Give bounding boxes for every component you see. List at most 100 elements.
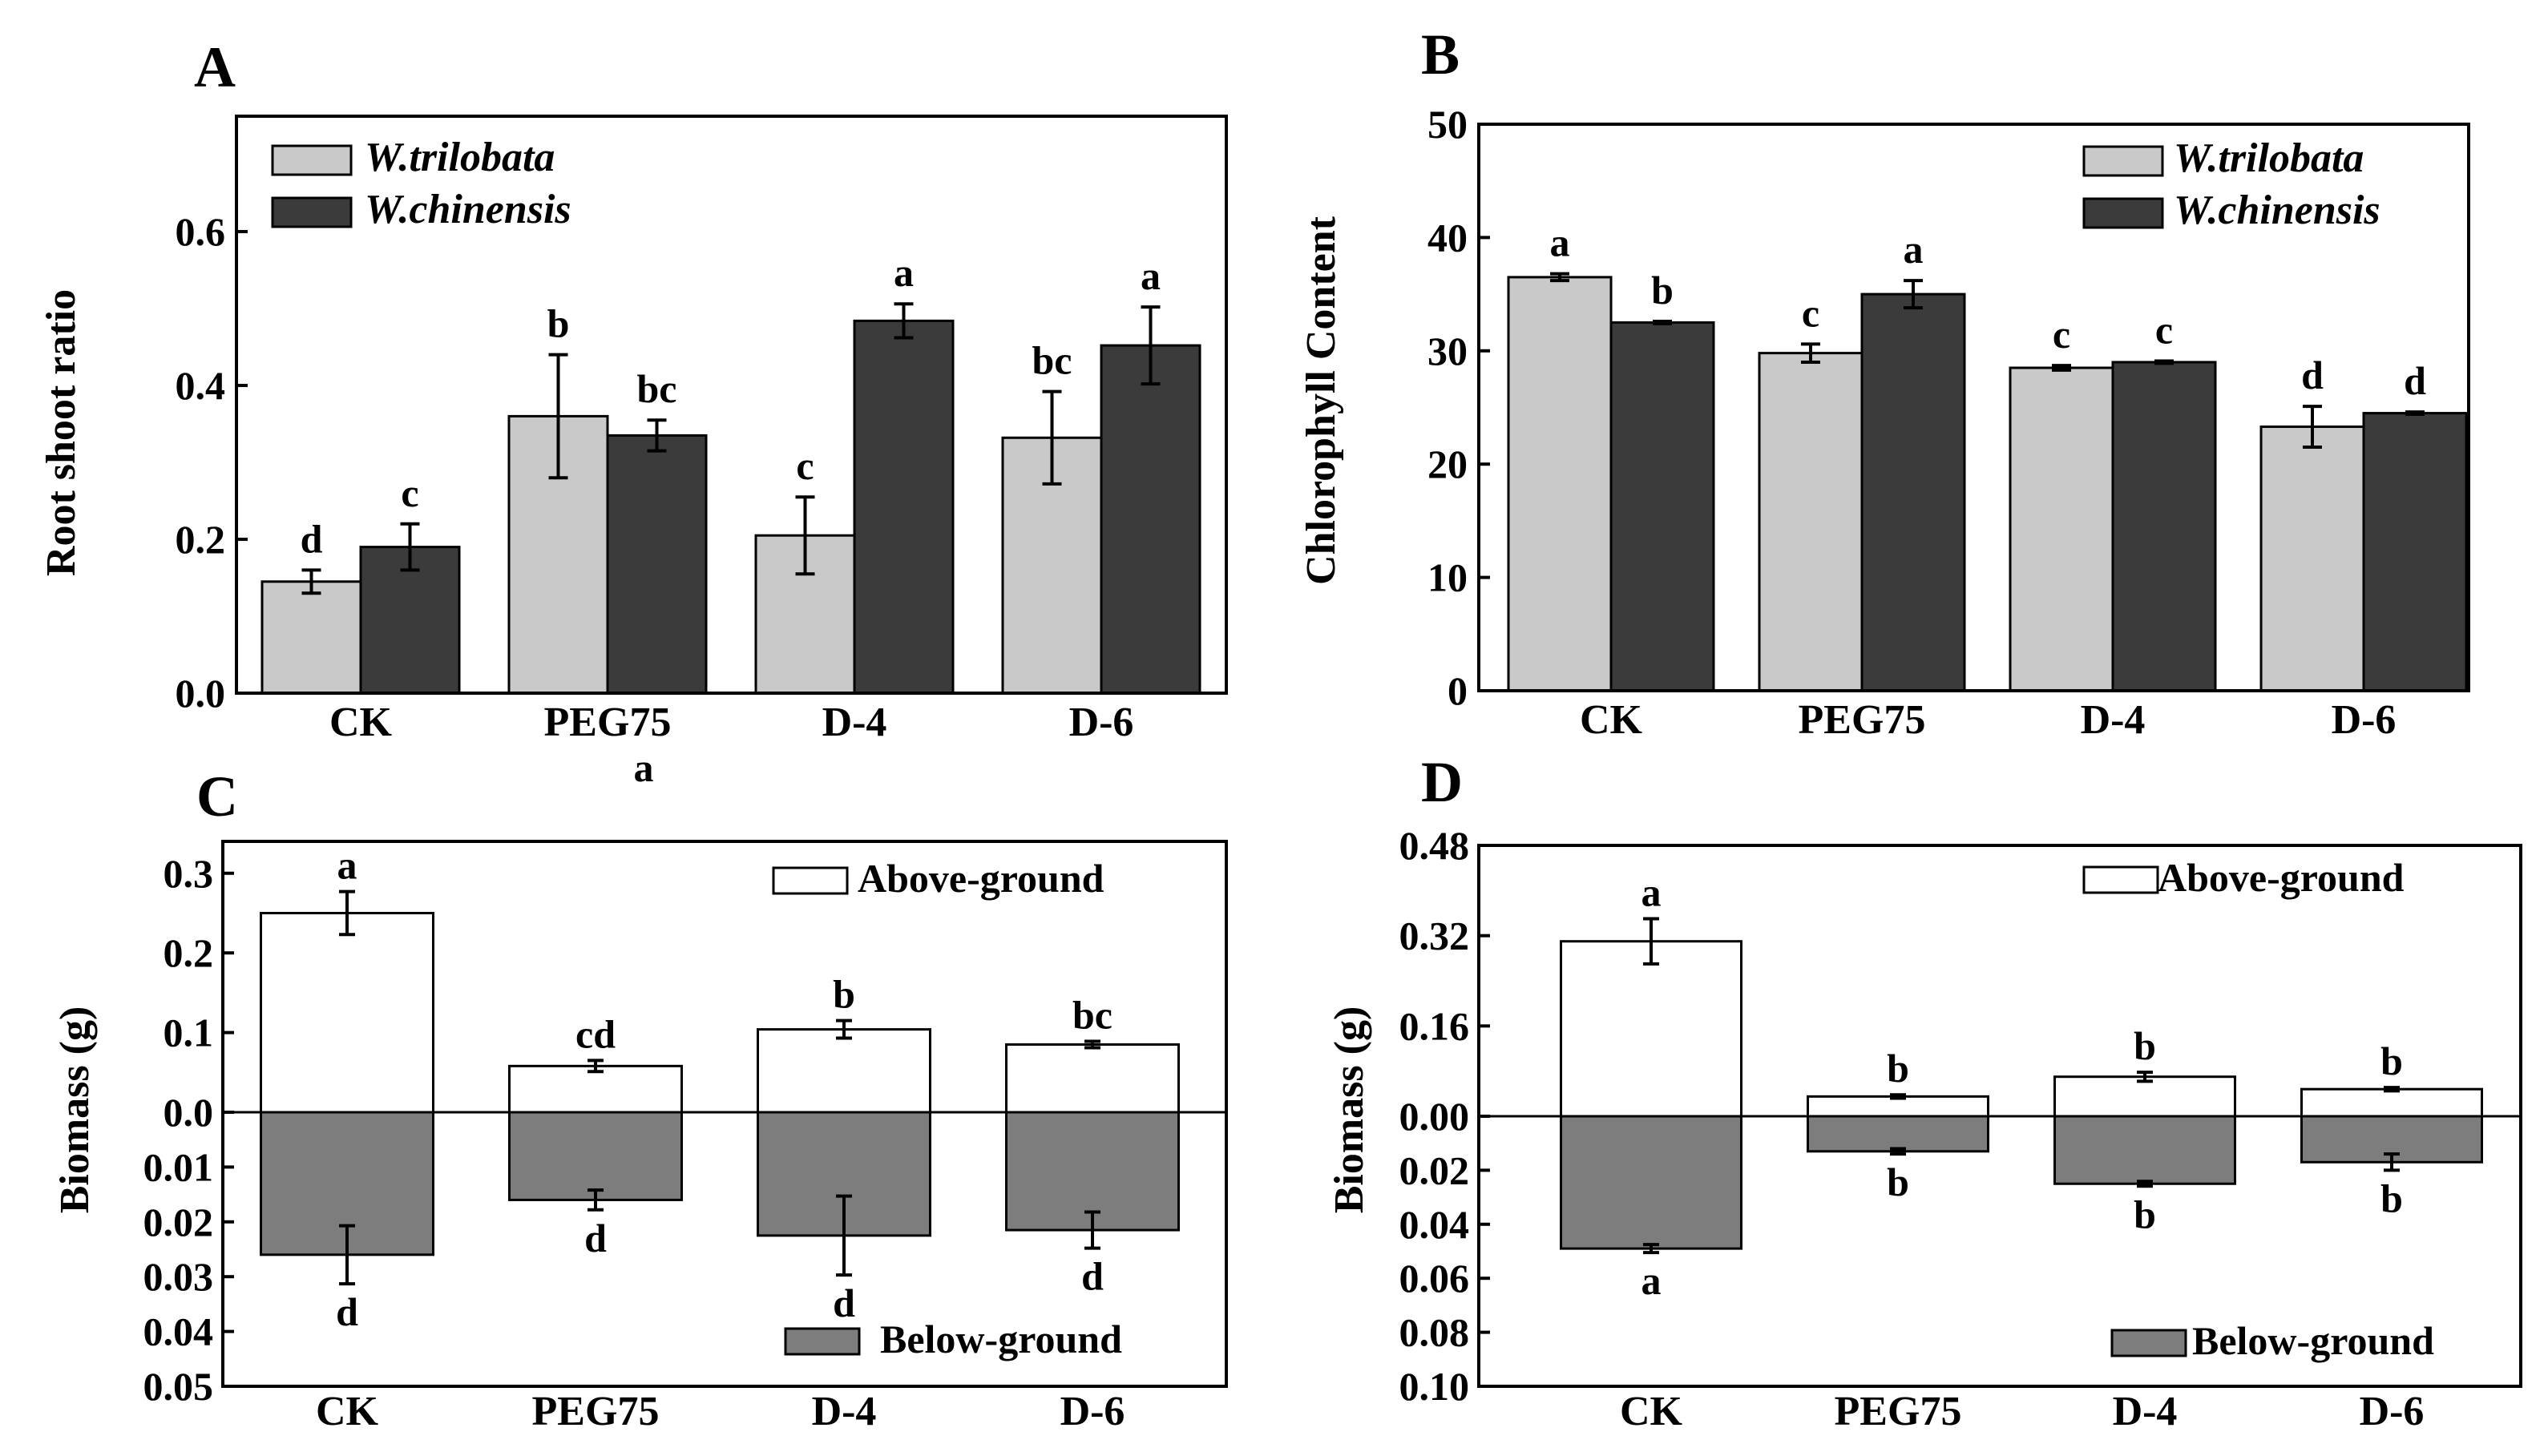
panel-c-plot: 0.0 0.1 0.2 0.3 0.01 0.02 0.03 0.04 0.05 CK a d PEG7… xyxy=(143,843,1226,1434)
legend-label-above-d: Above-ground xyxy=(2158,855,2405,900)
y-tick-label: 0 xyxy=(1448,668,1468,713)
significance-letter: b xyxy=(2380,1176,2403,1220)
y-tick-label: 0.3 xyxy=(164,851,214,896)
bar-w-chinensis xyxy=(606,434,708,695)
panel-b: B Chlorophyll Content 0 10 20 30 40 50 CK a b PEG… xyxy=(1298,22,2470,743)
panel-d-ylabel: Biomass (g) xyxy=(1326,1006,1372,1214)
panel-c: C Biomass (g) 0.00.10.20.30.010.020.030.… xyxy=(52,764,1228,1434)
y-tick-label: 0.1 xyxy=(164,1010,214,1055)
y-tick-label: 0.00 xyxy=(1399,1094,1470,1139)
significance-letter: a xyxy=(1904,227,1924,272)
y-tick-label: 0.06 xyxy=(1399,1256,1470,1301)
significance-letter: a xyxy=(1550,220,1570,265)
x-tick-label: CK xyxy=(316,1389,379,1434)
y-tick-label: 30 xyxy=(1427,329,1468,373)
bar-below-ground xyxy=(2053,1115,2236,1185)
significance-letter: a xyxy=(337,843,357,888)
panel-c-title: C xyxy=(196,764,238,829)
legend-swatch-trilobata-b xyxy=(2082,145,2164,177)
significance-letter: c xyxy=(1802,290,1819,335)
significance-letter: b xyxy=(547,301,570,346)
significance-letter: bc xyxy=(637,366,677,411)
significance-letter: b xyxy=(1651,268,1674,313)
legend-label-trilobata: W.trilobata xyxy=(365,135,555,180)
x-tick-label: PEG75 xyxy=(532,1389,660,1434)
y-tick-label: 0.2 xyxy=(164,930,214,975)
legend-swatch-above-d xyxy=(2082,865,2159,894)
legend-swatch-chinensis-b xyxy=(2082,197,2164,229)
significance-letter: d xyxy=(336,1289,358,1334)
bar-w-chinensis xyxy=(2111,361,2217,692)
y-tick-label: 10 xyxy=(1427,555,1468,600)
y-tick-label: 0.03 xyxy=(143,1254,214,1299)
legend-swatch-above-c xyxy=(772,866,849,895)
significance-letter: c xyxy=(2053,312,2070,357)
y-tick-label: 40 xyxy=(1427,215,1468,260)
y-tick-label: 0.16 xyxy=(1399,1003,1470,1048)
x-tick-label: CK xyxy=(329,700,393,745)
y-tick-label: 0.01 xyxy=(143,1144,214,1189)
significance-letter: c xyxy=(796,443,814,488)
y-tick-label: 0.6 xyxy=(176,209,226,254)
y-tick-label: 0.04 xyxy=(143,1309,214,1354)
significance-letter: d xyxy=(1081,1254,1104,1299)
panel-b-frame xyxy=(1477,123,2470,692)
legend-label-below-d: Below-ground xyxy=(2192,1318,2434,1363)
bar-above-ground xyxy=(1560,940,1742,1118)
legend-label-above-c: Above-ground xyxy=(858,856,1104,901)
significance-letter: b xyxy=(1887,1046,1909,1091)
legend-label-chinensis: W.chinensis xyxy=(365,187,571,232)
panel-a-legend: W.trilobata W.chinensis xyxy=(271,135,571,232)
significance-letter: cd xyxy=(575,1011,616,1056)
x-tick-label: PEG75 xyxy=(1799,697,1926,743)
significance-letter: b xyxy=(1887,1160,1909,1204)
bar-w-trilobata xyxy=(1507,276,1613,692)
y-tick-label: 0.08 xyxy=(1399,1310,1470,1355)
y-tick-label: 0.4 xyxy=(176,363,226,408)
significance-letter: b xyxy=(2134,1023,2156,1068)
bar-below-ground xyxy=(260,1111,434,1256)
significance-letter: bc xyxy=(1072,993,1112,1038)
significance-letter: d xyxy=(301,516,323,561)
bar-above-ground xyxy=(508,1064,683,1114)
panel-a: A Root shoot ratio 0.0 0.2 0.4 0.6 CK d c PEG75… xyxy=(38,35,1228,745)
legend-swatch-below-c xyxy=(784,1327,861,1356)
significance-letter: b xyxy=(2380,1039,2403,1083)
significance-letter: a xyxy=(1141,253,1161,298)
x-tick-label: CK xyxy=(1620,1389,1683,1434)
panel-b-plot: 0 10 20 30 40 50 CK a b PEG75 c a D-4 c c D-6 d d xyxy=(1427,102,2468,743)
y-tick-label: 0.10 xyxy=(1399,1364,1470,1409)
panel-c-ylabel: Biomass (g) xyxy=(52,1006,98,1214)
panel-d-plot: 0.00 0.16 0.32 0.48 0.02 0.04 0.06 0.08 0.10 CK a a… xyxy=(1399,823,2521,1434)
x-tick-label: D-4 xyxy=(822,700,887,745)
significance-letter: b xyxy=(2134,1192,2156,1236)
x-tick-label: D-6 xyxy=(1069,700,1134,745)
legend-swatch-below-d xyxy=(2110,1329,2187,1357)
significance-letter: d xyxy=(2404,358,2426,403)
panel-a-title: A xyxy=(194,35,236,99)
legend-label-trilobata-b: W.trilobata xyxy=(2174,135,2364,181)
bar-below-ground xyxy=(508,1111,683,1201)
y-tick-label: 0.0 xyxy=(176,671,226,716)
significance-letter: c xyxy=(401,470,418,515)
significance-letter: d xyxy=(2301,353,2324,397)
panel-a-frame xyxy=(235,115,1228,695)
x-tick-label: PEG75 xyxy=(1835,1389,1962,1434)
bar-w-trilobata xyxy=(260,580,362,695)
bar-w-chinensis xyxy=(2362,412,2468,692)
panel-d-frame xyxy=(1477,844,2522,1388)
y-tick-label: 0.04 xyxy=(1399,1202,1470,1247)
panel-b-ylabel: Chlorophyll Content xyxy=(1298,216,1344,585)
significance-letter: d xyxy=(584,1216,607,1260)
y-tick-label: 0.32 xyxy=(1399,914,1470,958)
x-tick-label: D-6 xyxy=(2332,697,2397,743)
y-tick-label: 50 xyxy=(1427,102,1468,147)
significance-letter: a xyxy=(894,250,914,295)
x-tick-label: D-4 xyxy=(2113,1389,2178,1434)
y-tick-label: 0.05 xyxy=(143,1364,214,1409)
x-tick-label: D-4 xyxy=(2081,697,2146,743)
bar-w-chinensis xyxy=(1860,292,1966,692)
x-tick-label: CK xyxy=(1580,697,1643,743)
bar-below-ground xyxy=(1560,1115,1742,1250)
